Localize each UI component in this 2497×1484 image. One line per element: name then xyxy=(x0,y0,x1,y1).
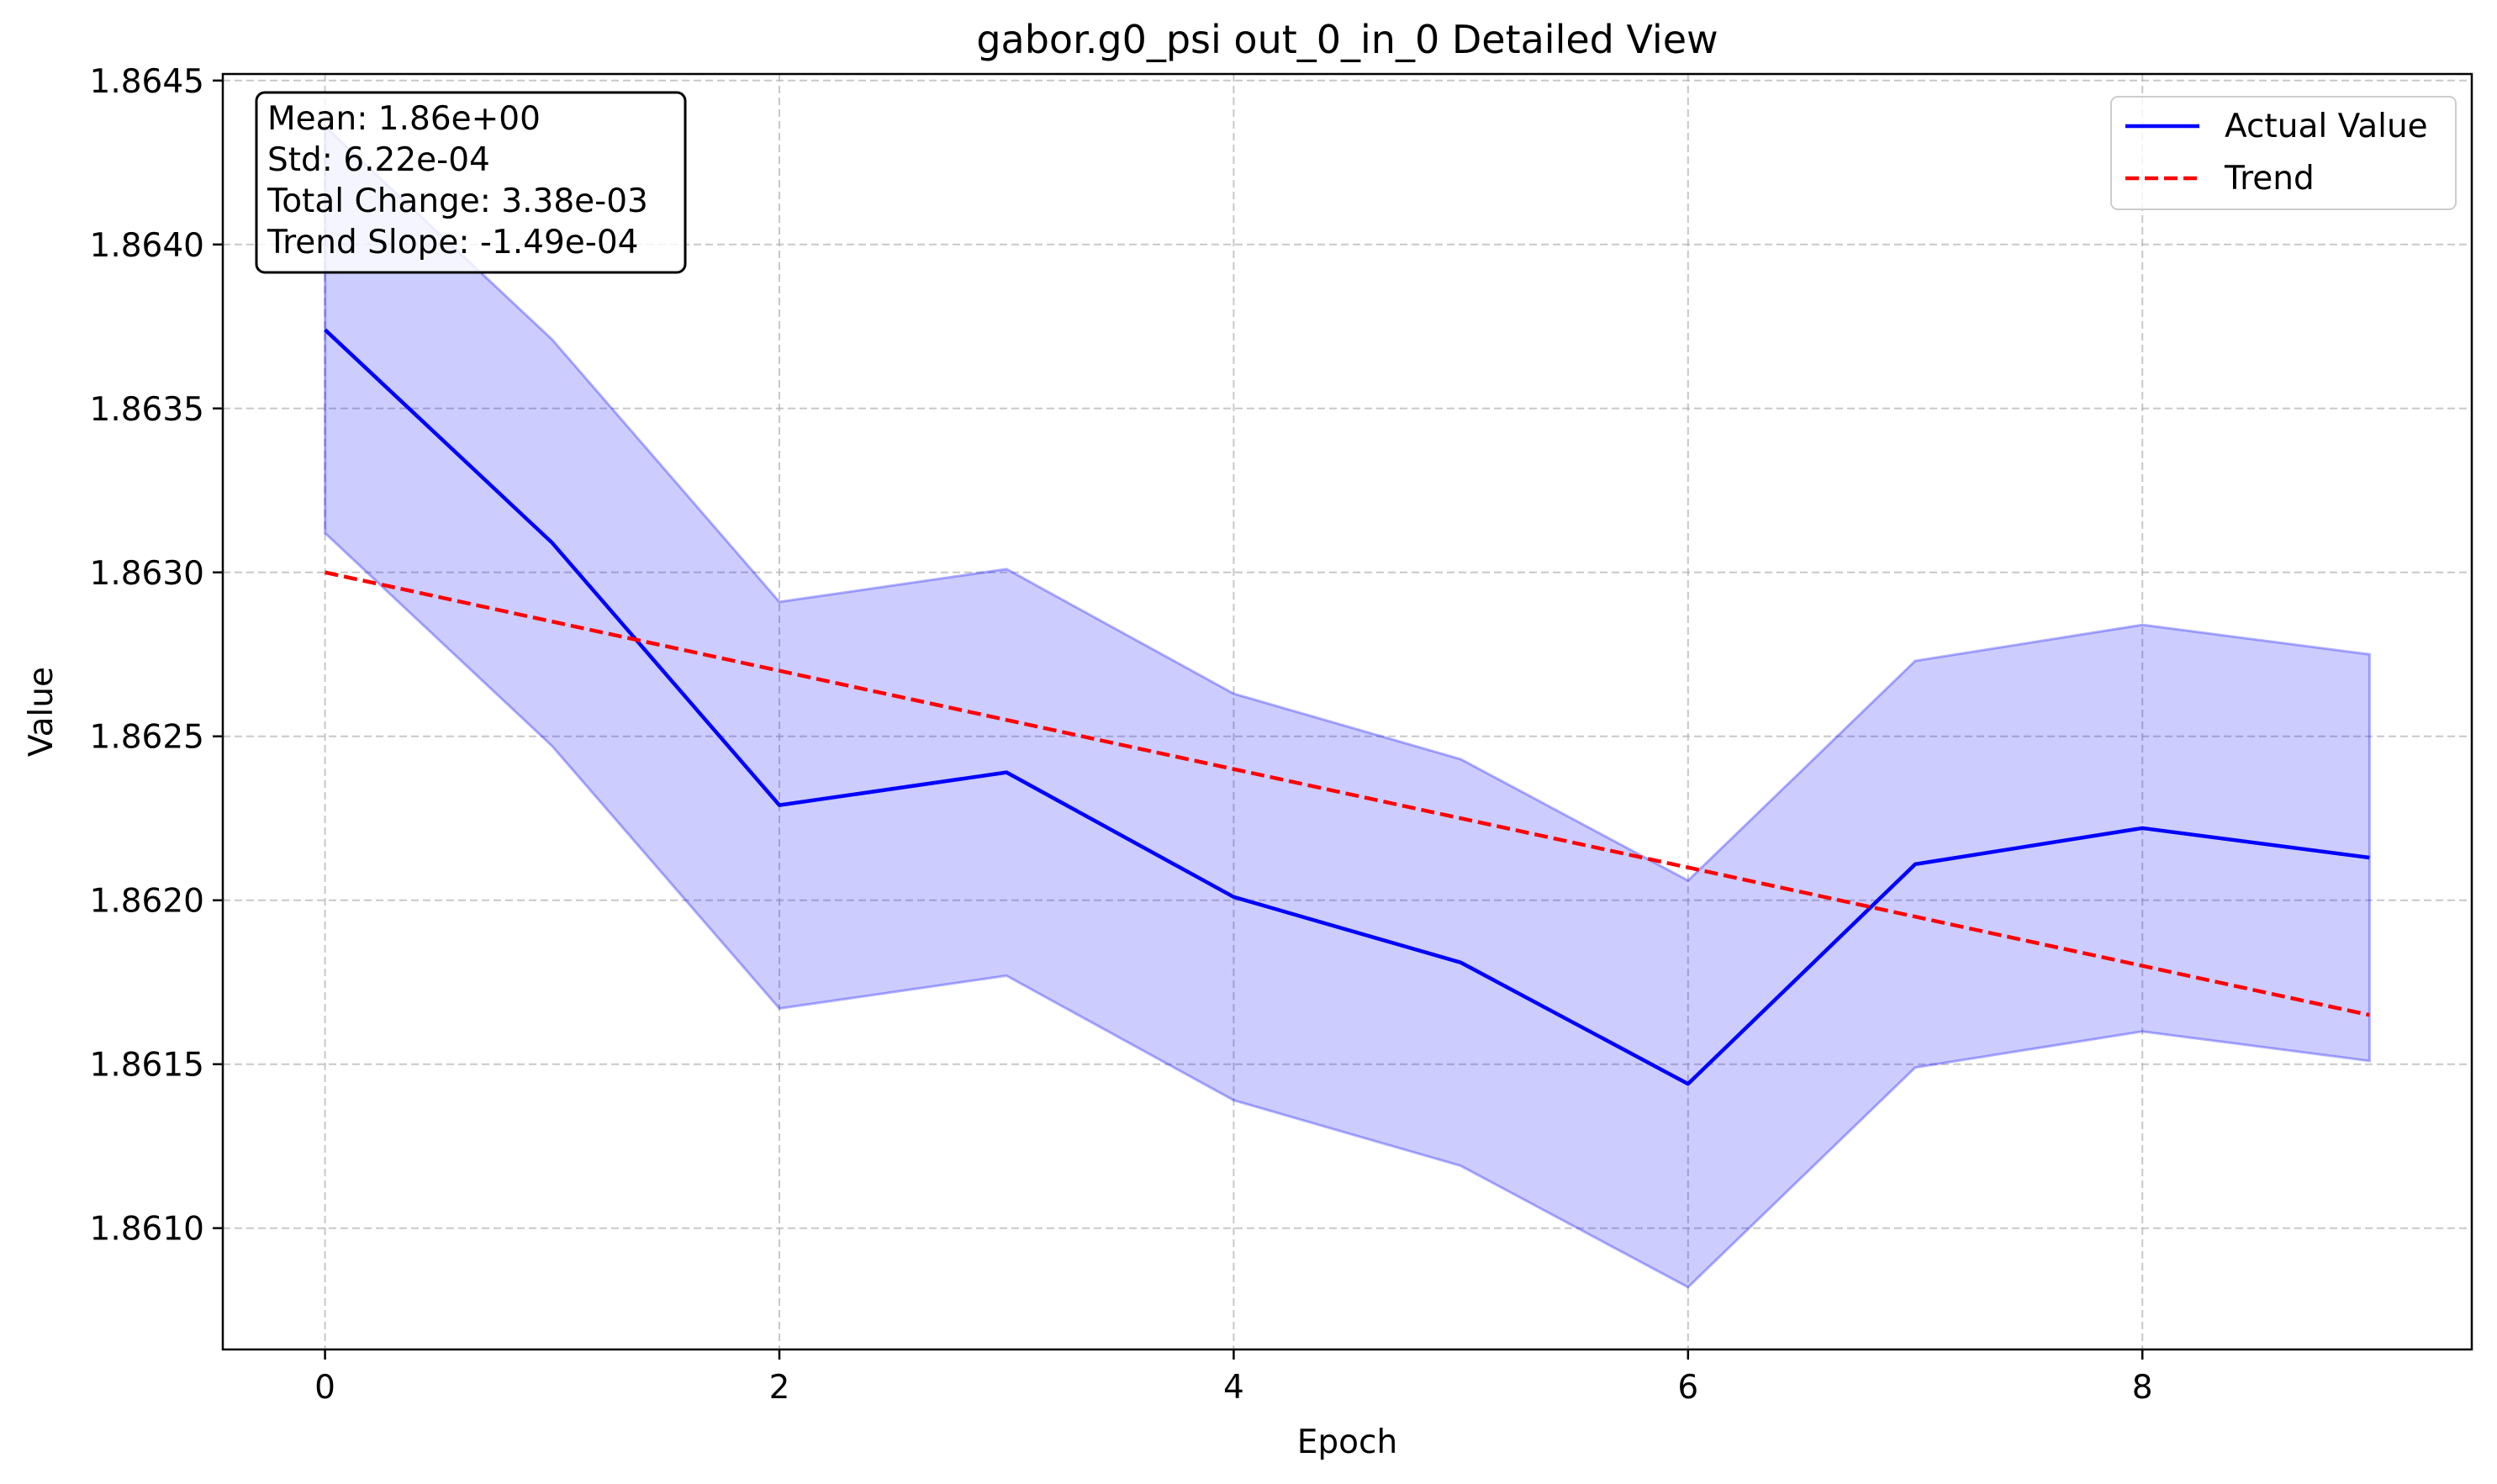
series-line-actual-value xyxy=(324,328,2370,1086)
y-tick-label: 1.8630 xyxy=(90,555,204,593)
grid xyxy=(223,74,2472,1349)
y-tick-label: 1.8625 xyxy=(90,719,204,757)
y-tick-label: 1.8640 xyxy=(90,227,204,265)
x-tick-label: 4 xyxy=(1223,1369,1244,1407)
stats-box: Mean: 1.86e+00 Std: 6.22e-04 Total Chang… xyxy=(255,91,687,274)
series-line-trend xyxy=(325,570,2370,1017)
y-axis-ticks: 1.8610 1.8615 1.8620 1.8625 1.8630 1.8635 1.86… xyxy=(90,63,223,1249)
stats-std: Std: 6.22e-04 xyxy=(267,141,490,179)
y-tick-label: 1.8645 xyxy=(90,63,204,101)
legend-label-actual-value: Actual Value xyxy=(2225,108,2428,145)
stats-total-change: Total Change: 3.38e-03 xyxy=(267,182,648,220)
series-lines-layer xyxy=(324,328,2370,1086)
y-tick-label: 1.8610 xyxy=(90,1211,204,1249)
y-tick-label: 1.8615 xyxy=(90,1047,204,1085)
stats-box-background xyxy=(255,91,687,274)
x-tick-label: 0 xyxy=(314,1369,335,1407)
legend: Actual Value Trend xyxy=(2110,96,2457,210)
y-tick-label: 1.8620 xyxy=(90,883,204,921)
chart-title: gabor.g0_psi out_0_in_0 Detailed View xyxy=(976,17,1718,62)
confidence-band xyxy=(324,123,2371,1289)
x-tick-label: 8 xyxy=(2132,1369,2153,1407)
y-tick-label: 1.8635 xyxy=(90,391,204,429)
x-tick-label: 2 xyxy=(769,1369,790,1407)
legend-label-trend: Trend xyxy=(2224,160,2315,198)
x-axis-ticks: 0 2 4 6 8 xyxy=(314,1349,2153,1407)
confidence-band-layer xyxy=(324,123,2371,1289)
x-axis-label: Epoch xyxy=(1297,1423,1397,1461)
stats-trend-slope: Trend Slope: -1.49e-04 xyxy=(267,224,638,261)
stats-mean: Mean: 1.86e+00 xyxy=(267,100,541,138)
y-axis-label: Value xyxy=(23,667,61,757)
x-tick-label: 6 xyxy=(1677,1369,1698,1407)
plot-area-frame xyxy=(221,72,2473,1351)
